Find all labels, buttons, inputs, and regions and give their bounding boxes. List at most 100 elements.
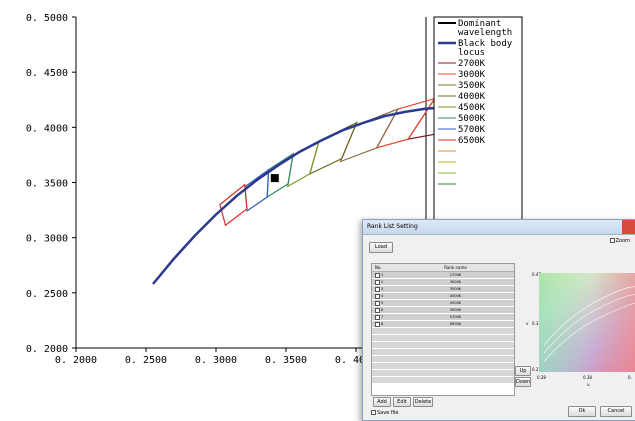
axes: 0. 2000 0. 2500 0. 3000 0. 3500 0. 4000 0. 45… (26, 13, 427, 366)
save-file-check-icon[interactable] (371, 410, 376, 415)
row-checkbox[interactable] (375, 279, 380, 285)
dominant-wavelength-marker-group (270, 174, 279, 183)
legend-6500k-label: 6500K (458, 136, 486, 146)
x-tick-label: 0. 2500 (125, 355, 167, 366)
y-tick-label: 0. 3000 (26, 234, 68, 245)
delete-button[interactable]: Delete (413, 397, 433, 407)
row-number: 2 (372, 279, 397, 285)
table-row[interactable]: 5 4500K (372, 300, 514, 307)
legend-dominant-label: Dominant (458, 19, 501, 29)
rank-table[interactable]: No. Rank name 1 2700K 2 3000K 3 3500K 4 4000K 5 4… (371, 263, 515, 396)
mini-x-tick-right: 0. (628, 375, 632, 380)
mini-x-tick-left: 0.28 (537, 375, 546, 380)
mini-chromaticity-plot[interactable] (539, 273, 635, 372)
down-button[interactable]: Down (515, 377, 531, 387)
row-number: 5 (372, 300, 397, 306)
save-file-checkbox[interactable]: Save file (371, 410, 398, 417)
rank-quadrangles (219, 91, 472, 227)
y-tick-label: 0. 2500 (26, 289, 68, 300)
row-rank-name: 5000K (449, 308, 462, 312)
row-number-text: 6 (381, 308, 384, 312)
row-rank-name: 4000K (449, 294, 462, 298)
y-tick-label: 0. 4500 (26, 68, 68, 79)
rank-quadrangle-5700k (244, 168, 270, 212)
mini-x-label: u (587, 382, 590, 387)
close-icon[interactable] (622, 220, 635, 234)
legend-dominant-label: wavelength (458, 28, 512, 38)
table-row[interactable]: 6 5000K (372, 307, 514, 314)
load-button[interactable]: Load (369, 242, 393, 253)
dialog-title: Rank List Setting (367, 223, 418, 230)
mini-x-tick-mid: 0.38 (583, 375, 592, 380)
rank-quadrangle-4500k (286, 139, 320, 188)
row-number: 6 (372, 307, 397, 313)
table-empty-row (372, 328, 514, 335)
table-row[interactable]: 1 2700K (372, 272, 514, 279)
edit-button[interactable]: Edit (393, 397, 411, 407)
row-checkbox[interactable] (375, 286, 380, 292)
row-checkbox[interactable] (375, 307, 380, 313)
zoom-check-icon[interactable] (609, 238, 615, 243)
row-number: 3 (372, 286, 397, 292)
row-number: 1 (372, 272, 397, 278)
mini-y-label: v (526, 321, 529, 326)
legend-4000k-label: 4000K (458, 92, 486, 102)
rank-list-setting-dialog[interactable]: Rank List Setting Load Zoom No. Rank nam… (362, 219, 635, 421)
table-row[interactable]: 8 6500K (372, 321, 514, 328)
row-number-text: 1 (381, 273, 384, 277)
add-button[interactable]: Add (373, 397, 391, 407)
x-tick-label: 0. 2000 (55, 355, 97, 366)
row-number-text: 2 (381, 280, 384, 284)
legend-4500k-label: 4500K (458, 103, 486, 113)
row-checkbox[interactable] (375, 314, 380, 320)
y-tick-label: 0. 3500 (26, 179, 68, 190)
legend-3000k-label: 3000K (458, 70, 486, 80)
row-number: 4 (372, 293, 397, 299)
column-header-no: No. (375, 265, 382, 270)
mini-plot-curves (543, 286, 635, 362)
legend-2700k-label: 2700K (458, 59, 486, 69)
dialog-title-bar[interactable]: Rank List Setting (363, 220, 635, 235)
table-empty-row (372, 349, 514, 356)
table-empty-row (372, 370, 514, 377)
row-number-text: 4 (381, 294, 384, 298)
mini-plot-color-gradient (539, 273, 635, 372)
zoom-checkbox[interactable]: Zoom (609, 238, 630, 245)
up-button[interactable]: Up (515, 366, 531, 376)
row-number: 8 (372, 321, 397, 327)
cancel-button[interactable]: Cancel (600, 406, 632, 417)
black-body-locus-line (152, 106, 465, 285)
table-row[interactable]: 2 3000K (372, 279, 514, 286)
row-rank-name: 3500K (449, 287, 462, 291)
x-tick-label: 0. 3000 (195, 355, 237, 366)
row-number-text: 7 (381, 315, 384, 319)
row-rank-name: 4500K (449, 301, 462, 305)
legend-5700k-label: 5700K (458, 125, 486, 135)
table-row[interactable]: 7 5700K (372, 314, 514, 321)
table-empty-row (372, 377, 514, 384)
black-body-locus (152, 106, 465, 285)
row-number-text: 5 (381, 301, 384, 305)
row-number-text: 8 (381, 322, 384, 326)
legend-5000k-label: 5000K (458, 114, 486, 124)
table-empty-row (372, 363, 514, 370)
table-row[interactable]: 3 3500K (372, 286, 514, 293)
row-checkbox[interactable] (375, 300, 380, 306)
y-tick-label: 0. 5000 (26, 13, 68, 24)
table-header: No. Rank name (372, 264, 514, 272)
table-row[interactable]: 4 4000K (372, 293, 514, 300)
ok-button[interactable]: Ok (568, 406, 596, 417)
row-checkbox[interactable] (375, 293, 380, 299)
row-rank-name: 6500K (449, 322, 462, 326)
row-checkbox[interactable] (375, 321, 380, 327)
legend-3500k-label: 3500K (458, 81, 486, 91)
row-checkbox[interactable] (375, 272, 380, 278)
row-rank-name: 2700K (449, 273, 462, 277)
column-header-rank-name: Rank name (444, 265, 467, 270)
legend-box (433, 16, 523, 226)
mini-y-tick-mid: 0.37 (532, 321, 541, 326)
mini-y-tick-top: 0.47 (532, 272, 541, 277)
y-tick-label: 0. 4000 (26, 123, 68, 134)
legend-black-body-locus-label: Black body (458, 39, 513, 49)
